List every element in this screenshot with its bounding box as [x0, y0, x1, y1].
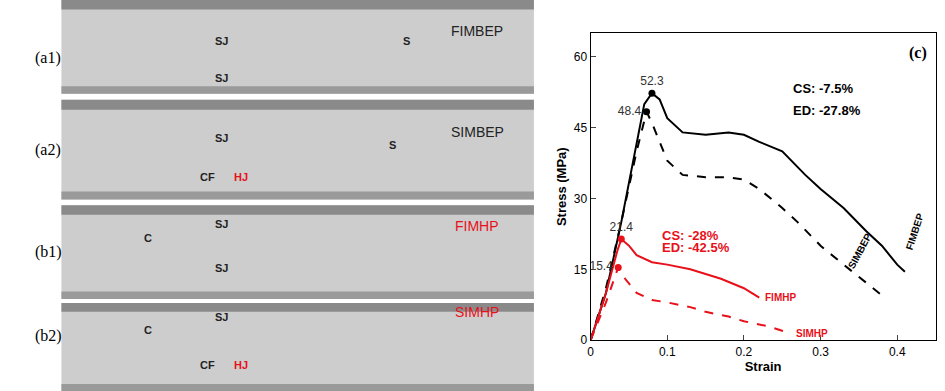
svg-text:SJ: SJ — [215, 132, 228, 144]
svg-text:0.4: 0.4 — [889, 345, 906, 359]
svg-text:FIMBEP: FIMBEP — [904, 212, 926, 252]
svg-text:C: C — [144, 324, 152, 336]
svg-text:S: S — [403, 35, 410, 47]
svg-text:CF: CF — [200, 359, 215, 371]
svg-text:HJ: HJ — [234, 171, 248, 183]
svg-text:15: 15 — [574, 263, 588, 277]
svg-text:21.4: 21.4 — [610, 220, 634, 234]
svg-text:FIMHP: FIMHP — [765, 292, 796, 303]
svg-text:(c): (c) — [909, 44, 927, 62]
svg-text:ED: -27.8%: ED: -27.8% — [793, 103, 861, 118]
svg-text:0.3: 0.3 — [812, 345, 829, 359]
svg-text:(b2): (b2) — [35, 327, 62, 345]
svg-text:FIMHP: FIMHP — [455, 218, 499, 234]
svg-text:Strain: Strain — [745, 359, 782, 374]
svg-text:15.4: 15.4 — [589, 259, 613, 273]
svg-text:ED: -42.5%: ED: -42.5% — [662, 240, 730, 255]
svg-text:CS: -7.5%: CS: -7.5% — [793, 81, 853, 96]
svg-text:CS: -28%: CS: -28% — [662, 228, 719, 243]
svg-text:SIMBEP: SIMBEP — [846, 231, 874, 270]
svg-text:Stress (MPa): Stress (MPa) — [554, 147, 569, 226]
svg-text:SJ: SJ — [215, 311, 228, 323]
svg-text:(b1): (b1) — [35, 243, 62, 261]
svg-text:SIMHP: SIMHP — [796, 328, 828, 339]
svg-text:CF: CF — [200, 171, 215, 183]
svg-text:HJ: HJ — [234, 359, 248, 371]
svg-text:0.1: 0.1 — [659, 345, 676, 359]
svg-text:0: 0 — [587, 345, 594, 359]
svg-text:SJ: SJ — [215, 72, 228, 84]
svg-text:C: C — [144, 232, 152, 244]
svg-text:(a2): (a2) — [35, 141, 61, 159]
svg-text:60: 60 — [574, 50, 588, 64]
svg-text:SJ: SJ — [215, 218, 228, 230]
svg-text:SIMBEP: SIMBEP — [451, 124, 504, 140]
svg-text:45: 45 — [574, 121, 588, 135]
svg-text:SJ: SJ — [215, 35, 228, 47]
svg-text:48.4: 48.4 — [618, 104, 642, 118]
svg-text:FIMBEP: FIMBEP — [451, 23, 503, 39]
svg-text:52.3: 52.3 — [640, 74, 664, 88]
svg-text:SJ: SJ — [215, 262, 228, 274]
svg-text:0.2: 0.2 — [736, 345, 753, 359]
svg-text:S: S — [389, 139, 396, 151]
svg-text:(a1): (a1) — [35, 49, 61, 67]
svg-text:0: 0 — [581, 333, 588, 347]
svg-text:30: 30 — [574, 192, 588, 206]
svg-text:SIMHP: SIMHP — [455, 304, 499, 320]
